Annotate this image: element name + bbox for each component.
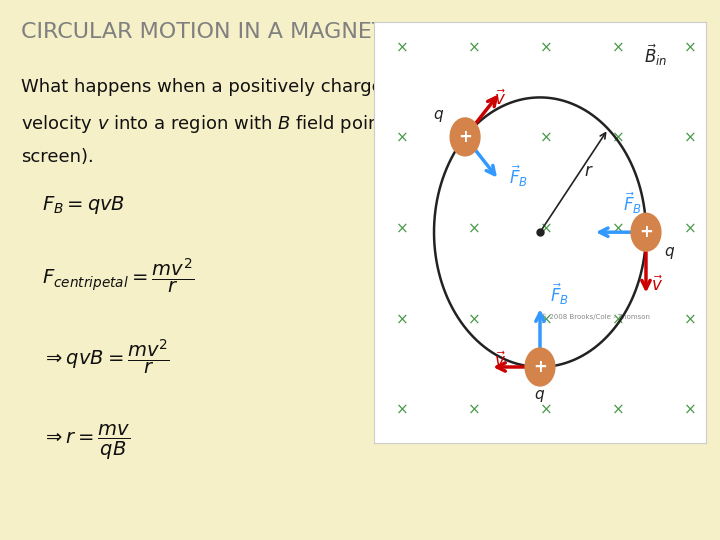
Text: $q$: $q$: [433, 108, 444, 124]
Text: $\times$: $\times$: [611, 311, 624, 326]
Text: $r$: $r$: [584, 163, 594, 180]
Text: $F_{centripetal} = \dfrac{mv^2}{r}$: $F_{centripetal} = \dfrac{mv^2}{r}$: [42, 256, 194, 295]
Text: $\vec{F}_B$: $\vec{F}_B$: [509, 164, 528, 189]
Text: $\times$: $\times$: [611, 130, 624, 145]
Text: $\times$: $\times$: [467, 220, 480, 235]
Text: $\times$: $\times$: [467, 311, 480, 326]
Text: $\vec{F}_B$: $\vec{F}_B$: [550, 282, 569, 307]
Text: $\times$: $\times$: [611, 39, 624, 55]
Text: $\times$: $\times$: [539, 311, 552, 326]
Text: What happens when a positively charged particle enters with: What happens when a positively charged p…: [21, 78, 576, 96]
Text: $\times$: $\times$: [611, 220, 624, 235]
Text: $\times$: $\times$: [395, 311, 408, 326]
Text: $\vec{v}$: $\vec{v}$: [494, 89, 505, 109]
Text: velocity $v$ into a region with $B$ field pointing down (into the: velocity $v$ into a region with $B$ fiel…: [21, 113, 552, 136]
Text: $\vec{B}_{in}$: $\vec{B}_{in}$: [644, 43, 667, 68]
Circle shape: [631, 213, 661, 251]
Text: +: +: [458, 128, 472, 146]
Text: $\Rightarrow r = \dfrac{mv}{qB}$: $\Rightarrow r = \dfrac{mv}{qB}$: [42, 423, 131, 462]
Text: $\times$: $\times$: [683, 311, 696, 326]
Text: +: +: [639, 223, 653, 241]
Text: CIRCULAR MOTION IN A MAGNETIC FIELD: CIRCULAR MOTION IN A MAGNETIC FIELD: [21, 22, 477, 42]
Text: $\times$: $\times$: [395, 39, 408, 55]
Text: $\times$: $\times$: [539, 39, 552, 55]
Text: $\times$: $\times$: [683, 402, 696, 416]
Circle shape: [525, 348, 555, 386]
Text: © 2008 Brooks/Cole - Thomson: © 2008 Brooks/Cole - Thomson: [540, 313, 650, 320]
Text: $\vec{v}$: $\vec{v}$: [494, 352, 505, 371]
Text: $\times$: $\times$: [683, 130, 696, 145]
Text: $\times$: $\times$: [467, 39, 480, 55]
Text: $\times$: $\times$: [683, 39, 696, 55]
Text: $q$: $q$: [534, 388, 546, 404]
Text: screen).: screen).: [21, 148, 94, 166]
Text: $q$: $q$: [664, 245, 675, 261]
Text: $\times$: $\times$: [395, 402, 408, 416]
Text: $\times$: $\times$: [467, 130, 480, 145]
Text: $\times$: $\times$: [611, 402, 624, 416]
Text: $F_B = qvB$: $F_B = qvB$: [42, 194, 125, 216]
Text: $\times$: $\times$: [395, 220, 408, 235]
Text: $\Rightarrow qvB = \dfrac{mv^2}{r}$: $\Rightarrow qvB = \dfrac{mv^2}{r}$: [42, 337, 170, 376]
Text: $\times$: $\times$: [395, 130, 408, 145]
Text: $\times$: $\times$: [539, 402, 552, 416]
Text: $\times$: $\times$: [539, 220, 552, 235]
Text: +: +: [533, 358, 547, 376]
Text: $\times$: $\times$: [683, 220, 696, 235]
Circle shape: [450, 118, 480, 156]
Text: $\times$: $\times$: [539, 130, 552, 145]
Text: $\vec{v}$: $\vec{v}$: [651, 276, 663, 295]
Text: $\times$: $\times$: [467, 402, 480, 416]
Text: $\vec{F}_B$: $\vec{F}_B$: [623, 191, 642, 216]
